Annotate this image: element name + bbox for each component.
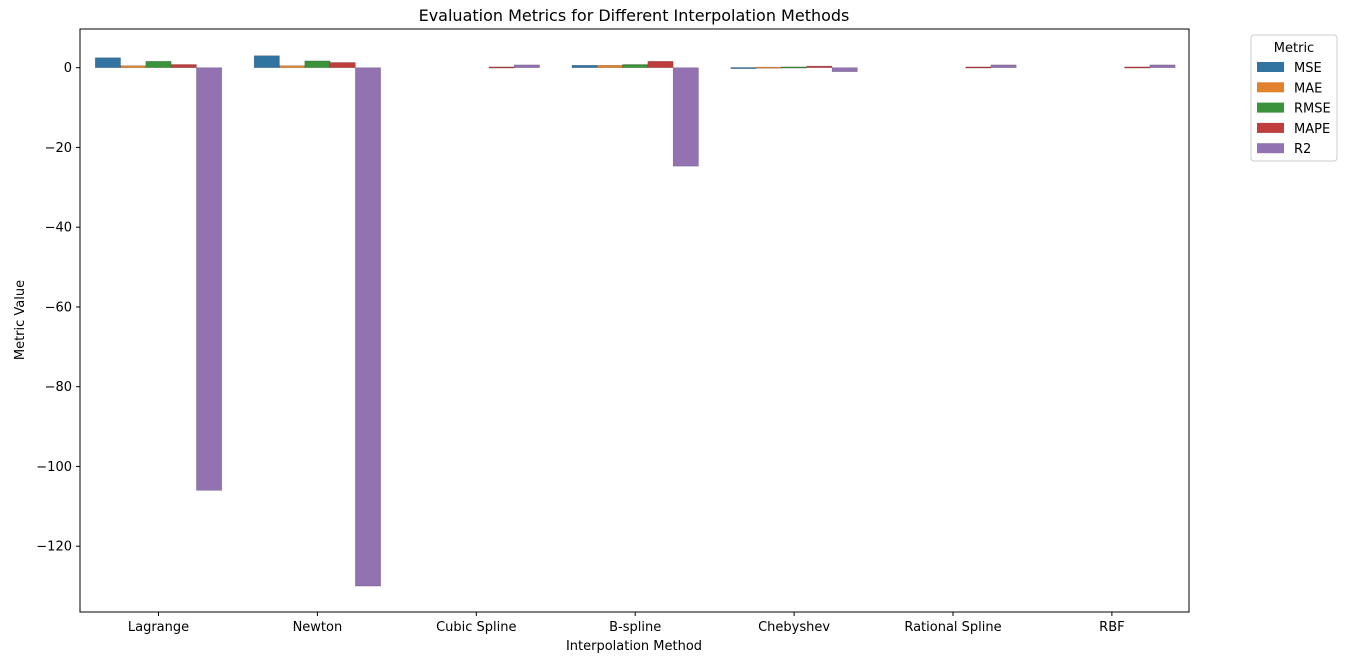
bar-mse-chebyshev: [730, 67, 757, 69]
bar-rmse-chebyshev: [781, 66, 808, 69]
bar-r2-rational-spline: [990, 64, 1017, 68]
bar-mse-b-spline: [571, 64, 598, 68]
bar-r2-rbf: [1149, 64, 1176, 68]
legend-label-mape: MAPE: [1294, 122, 1330, 137]
bar-mae-chebyshev: [755, 66, 782, 69]
y-axis-label: Metric Value: [13, 280, 28, 360]
y-tick-label: −60: [45, 300, 72, 315]
chart-title: Evaluation Metrics for Different Interpo…: [419, 6, 850, 25]
axis-ticks: 0 −20 −40 −60 −80 −100 −120 Lagrange Newton Cubic…: [36, 61, 1124, 635]
y-tick-label: −100: [36, 460, 72, 475]
y-tick-label: −40: [45, 221, 72, 236]
bar-mape-rbf: [1124, 66, 1151, 69]
y-tick-label: −120: [36, 540, 72, 555]
bar-mae-newton: [279, 65, 306, 68]
legend-title: Metric: [1274, 41, 1314, 56]
x-tick-label: Chebyshev: [758, 620, 830, 635]
bars: [94, 55, 1176, 587]
legend: Metric MSE MAE RMSE MAPE R2: [1250, 34, 1338, 162]
legend-swatch-r2: [1257, 143, 1284, 154]
bar-mape-lagrange: [170, 64, 197, 68]
x-axis-label: Interpolation Method: [566, 639, 702, 654]
bar-rmse-newton: [304, 60, 331, 68]
x-tick-label: Lagrange: [128, 620, 189, 635]
bar-mse-lagrange: [94, 57, 121, 68]
bar-r2-newton: [355, 67, 381, 587]
x-tick-label: B-spline: [609, 620, 661, 635]
plot-frame: [79, 28, 1190, 613]
bar-mae-lagrange: [120, 65, 147, 68]
legend-label-rmse: RMSE: [1294, 102, 1331, 117]
x-tick-label: Newton: [293, 620, 343, 635]
bar-mape-chebyshev: [806, 65, 833, 68]
bar-r2-chebyshev: [831, 67, 858, 72]
legend-swatch-mae: [1257, 82, 1284, 93]
legend-swatch-rmse: [1257, 102, 1284, 113]
bar-mape-cubic-spline: [488, 66, 515, 69]
bar-rmse-lagrange: [145, 61, 172, 68]
legend-swatch-mape: [1257, 122, 1284, 133]
legend-label-r2: R2: [1294, 142, 1311, 157]
bar-r2-cubic-spline: [513, 64, 540, 68]
bar-mape-rational-spline: [965, 66, 992, 69]
x-tick-label: Cubic Spline: [436, 620, 516, 635]
bar-mae-b-spline: [596, 64, 623, 68]
bar-mape-b-spline: [647, 61, 674, 68]
y-tick-label: −80: [45, 380, 72, 395]
bar-rmse-b-spline: [622, 64, 649, 68]
y-tick-label: −20: [45, 141, 72, 156]
bar-r2-lagrange: [196, 67, 223, 491]
legend-label-mae: MAE: [1294, 81, 1322, 96]
x-tick-label: Rational Spline: [904, 620, 1001, 635]
bar-mse-newton: [253, 55, 280, 68]
y-tick-label: 0: [64, 61, 72, 76]
legend-swatch-mse: [1257, 62, 1284, 72]
x-tick-label: RBF: [1099, 620, 1124, 635]
bar-mape-newton: [329, 62, 356, 68]
bar-r2-b-spline: [672, 67, 699, 167]
legend-label-mse: MSE: [1294, 61, 1322, 76]
